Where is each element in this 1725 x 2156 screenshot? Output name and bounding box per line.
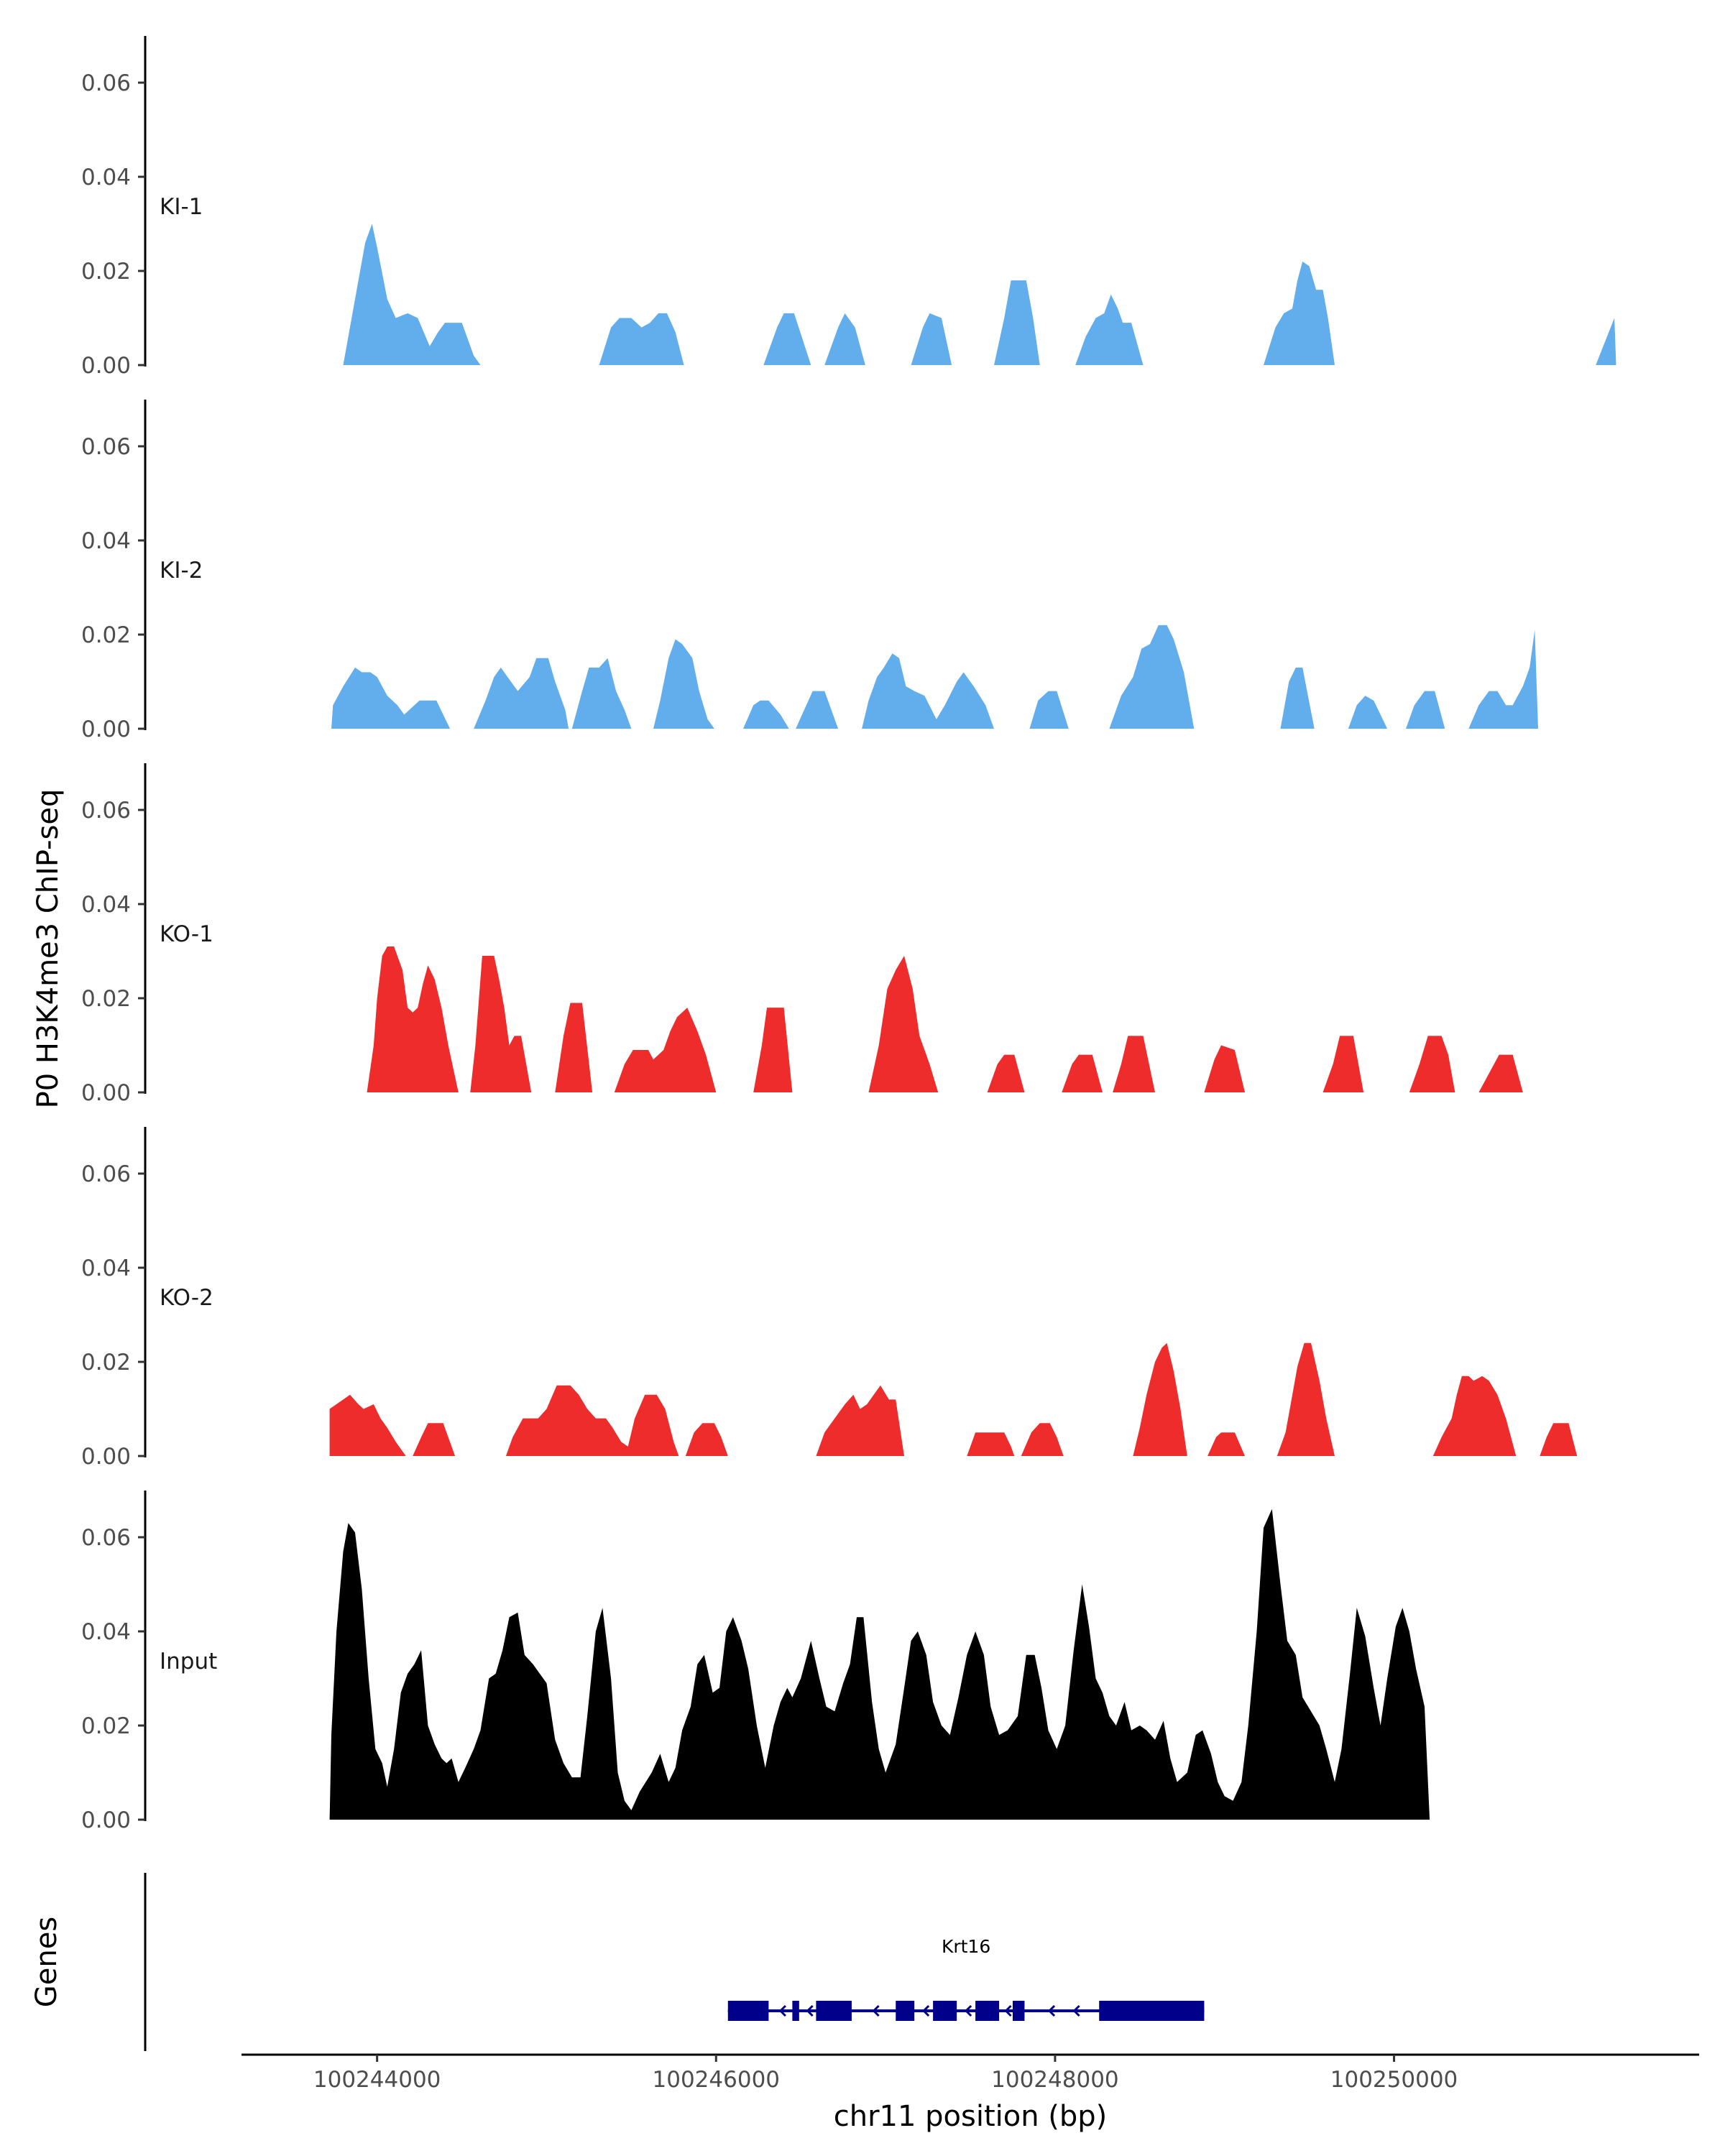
gene-exon bbox=[727, 2001, 769, 2021]
strand-arrow bbox=[806, 2004, 814, 2017]
x-axis-title: chr11 position (bp) bbox=[834, 2100, 1108, 2133]
genes-panel: Genes Krt16 bbox=[30, 1873, 1205, 2051]
y-tick-label: 0.00 bbox=[81, 1080, 131, 1106]
gene-exon bbox=[896, 2001, 915, 2021]
x-tick-label: 100246000 bbox=[653, 2067, 781, 2093]
track-label: Input bbox=[160, 1649, 217, 1674]
x-tick-label: 100250000 bbox=[1330, 2067, 1458, 2093]
track-label: KI-2 bbox=[160, 558, 203, 584]
track-label: KO-1 bbox=[160, 921, 213, 947]
x-tick-label: 100244000 bbox=[313, 2067, 441, 2093]
y-tick-label: 0.02 bbox=[81, 259, 131, 285]
signal-area-ki-1 bbox=[343, 224, 1616, 365]
y-tick-label: 0.04 bbox=[81, 528, 131, 554]
strand-arrow bbox=[778, 2004, 786, 2017]
strand-arrow bbox=[1004, 2004, 1012, 2017]
y-tick-label: 0.02 bbox=[81, 986, 131, 1012]
y-tick-label: 0.06 bbox=[81, 1525, 131, 1551]
track-panel-ko-1: 0.00 0.02 0.04 0.06 KO-1 bbox=[81, 763, 1523, 1106]
x-tick-label: 100248000 bbox=[991, 2067, 1119, 2093]
gene-exon bbox=[792, 2001, 799, 2021]
track-panel-ki-2: 0.00 0.02 0.04 0.06 KI-2 bbox=[81, 400, 1538, 742]
gene-exon bbox=[933, 2001, 957, 2021]
gene-exon bbox=[816, 2001, 852, 2021]
y-tick-label: 0.06 bbox=[81, 798, 131, 824]
y-tick-label: 0.00 bbox=[81, 1807, 131, 1833]
gene-exon bbox=[1012, 2001, 1025, 2021]
gene-exon bbox=[975, 2001, 1000, 2021]
track-panel-input: 0.00 0.02 0.04 0.06 Input bbox=[81, 1491, 1430, 1833]
signal-area-input bbox=[329, 1508, 1430, 1820]
strand-arrow bbox=[922, 2004, 930, 2017]
y-tick-label: 0.00 bbox=[81, 353, 131, 379]
track-panel-ki-1: 0.00 0.02 0.04 0.06 KI-1 bbox=[81, 36, 1616, 379]
y-tick-label: 0.02 bbox=[81, 1350, 131, 1376]
y-axis-title: P0 H3K4me3 ChIP-seq bbox=[32, 789, 65, 1109]
signal-area-ko-2 bbox=[329, 1342, 1578, 1456]
y-tick-label: 0.04 bbox=[81, 1619, 131, 1645]
strand-arrow bbox=[872, 2004, 880, 2017]
strand-arrow bbox=[1047, 2004, 1056, 2017]
strand-arrow bbox=[964, 2004, 972, 2017]
y-tick-label: 0.04 bbox=[81, 892, 131, 918]
y-tick-label: 0.00 bbox=[81, 717, 131, 742]
y-tick-label: 0.04 bbox=[81, 1256, 131, 1281]
track-label: KO-2 bbox=[160, 1285, 213, 1311]
y-tick-label: 0.02 bbox=[81, 1713, 131, 1739]
genes-track-title: Genes bbox=[30, 1917, 63, 2007]
y-tick-label: 0.06 bbox=[81, 1161, 131, 1187]
y-tick-label: 0.02 bbox=[81, 622, 131, 648]
track-label: KI-1 bbox=[160, 194, 203, 220]
strand-arrow bbox=[1072, 2004, 1080, 2017]
y-tick-label: 0.04 bbox=[81, 165, 131, 190]
signal-area-ki-2 bbox=[331, 625, 1538, 729]
signal-area-ko-1 bbox=[367, 946, 1523, 1092]
x-axis: 100244000 100246000 100248000 100250000 bbox=[242, 2053, 1699, 2093]
y-tick-label: 0.00 bbox=[81, 1444, 131, 1470]
y-tick-label: 0.06 bbox=[81, 70, 131, 96]
tracks-group: 0.00 0.02 0.04 0.06 KI-1 0.00 0.02 0.04 0.06 KI-2… bbox=[81, 36, 1616, 1833]
y-tick-label: 0.06 bbox=[81, 434, 131, 460]
track-panel-ko-2: 0.00 0.02 0.04 0.06 KO-2 bbox=[81, 1127, 1578, 1470]
gene-label: Krt16 bbox=[942, 1936, 990, 1957]
gene-exon bbox=[1099, 2001, 1205, 2021]
